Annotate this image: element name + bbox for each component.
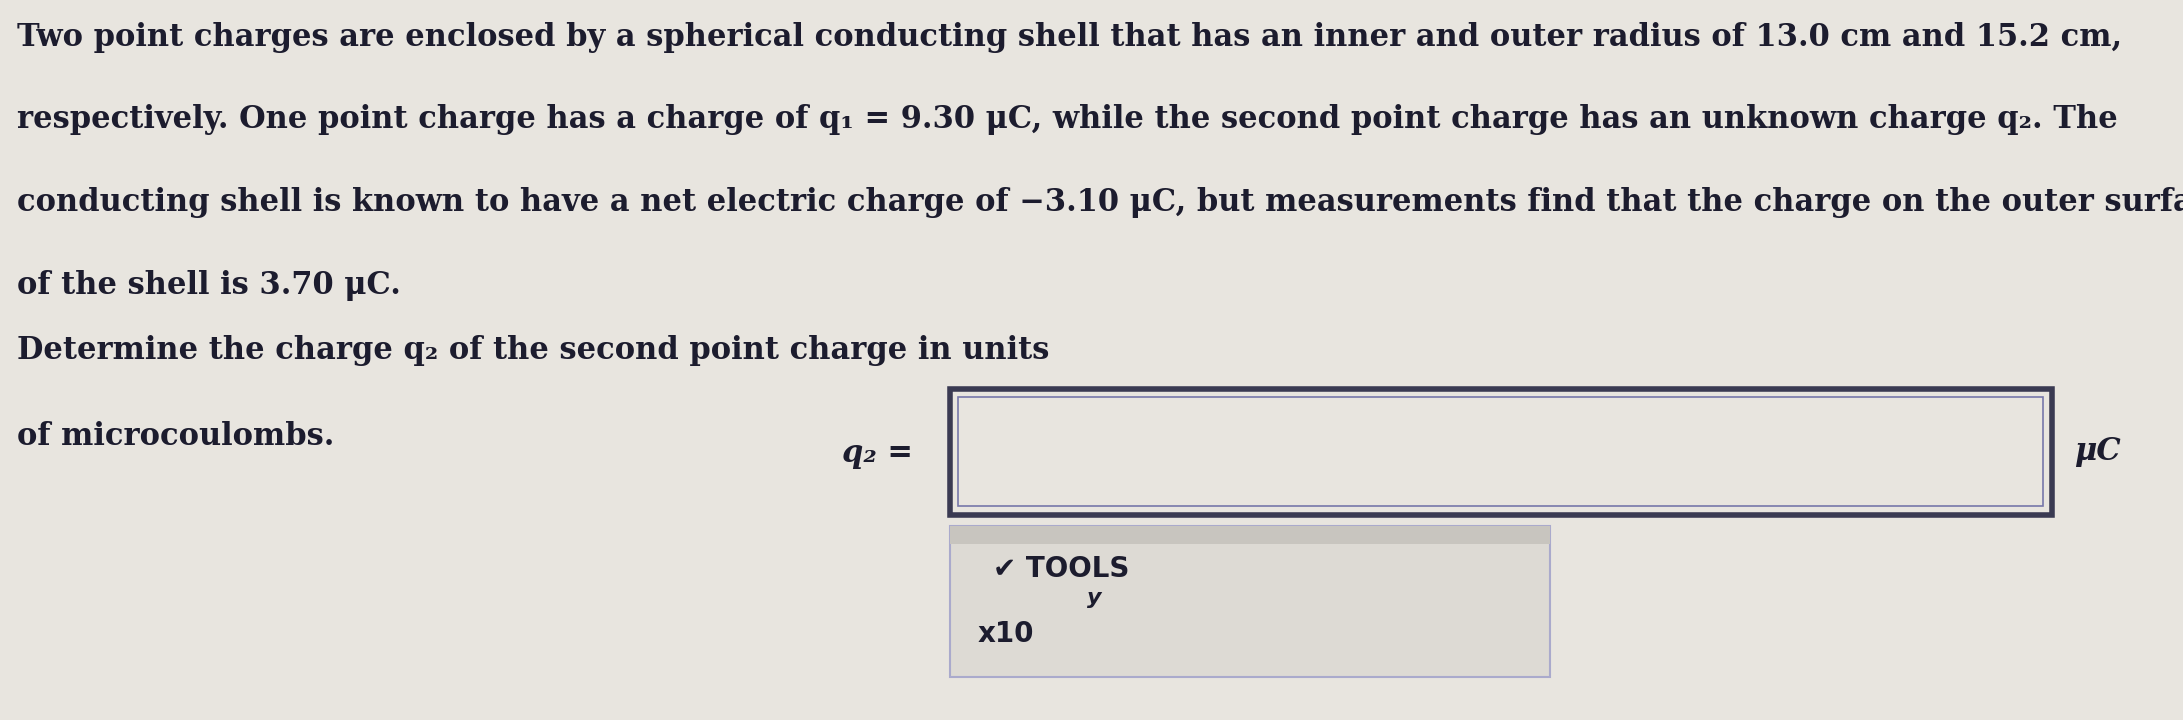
Text: of microcoulombs.: of microcoulombs. — [17, 421, 334, 452]
Text: of the shell is 3.70 μC.: of the shell is 3.70 μC. — [17, 270, 402, 301]
Text: conducting shell is known to have a net electric charge of −3.10 μC, but measure: conducting shell is known to have a net … — [17, 187, 2183, 218]
Text: Two point charges are enclosed by a spherical conducting shell that has an inner: Two point charges are enclosed by a sphe… — [17, 22, 2122, 53]
Bar — [950, 526, 1550, 544]
Text: q₂ =: q₂ = — [843, 438, 912, 469]
Text: respectively. One point charge has a charge of q₁ = 9.30 μC, while the second po: respectively. One point charge has a cha… — [17, 104, 2118, 135]
Text: Determine the charge q₂ of the second point charge in units: Determine the charge q₂ of the second po… — [17, 335, 1050, 366]
Text: y: y — [1087, 588, 1102, 608]
Bar — [950, 389, 2052, 515]
Text: ✔ TOOLS: ✔ TOOLS — [993, 555, 1129, 582]
Text: x10: x10 — [978, 620, 1035, 647]
Bar — [958, 397, 2043, 506]
Bar — [950, 526, 1550, 677]
Text: μC: μC — [2074, 436, 2120, 467]
